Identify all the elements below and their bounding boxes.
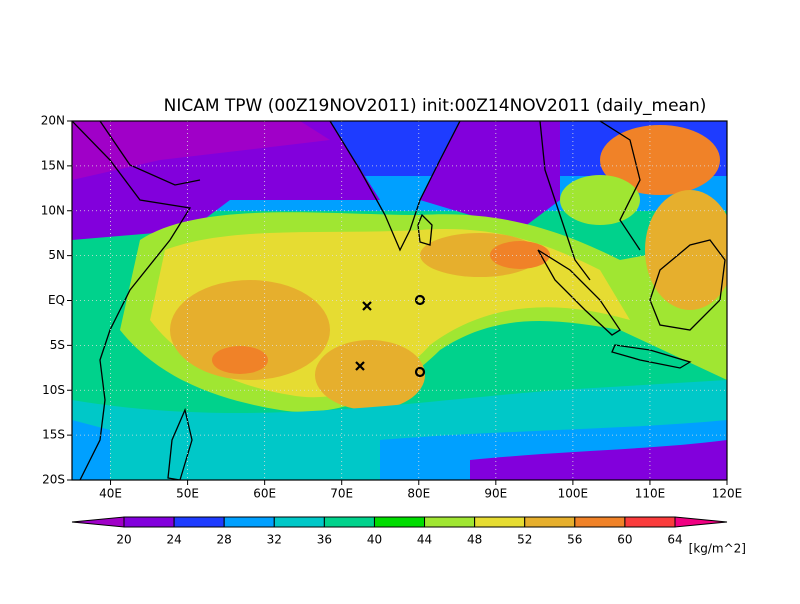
- colorbar-box: [223, 516, 275, 528]
- x-tick-label: 120E: [712, 487, 743, 501]
- colorbar-box: [524, 516, 576, 528]
- colorbar-box: [424, 516, 476, 528]
- title: NICAM TPW (00Z19NOV2011) init:00Z14NOV20…: [164, 96, 707, 116]
- colorbar-label: 48: [467, 533, 482, 547]
- colorbar-box: [323, 516, 375, 528]
- y-tick-label: 5S: [50, 338, 65, 352]
- x-tick-label: 110E: [635, 487, 666, 501]
- axes: 40E 50E 60E 70E 80E 90E 100E 110E 120E 20S 15S 10S 5…: [41, 114, 743, 501]
- y-tick-label: 20S: [42, 473, 65, 487]
- colorbar-label: 56: [567, 533, 582, 547]
- colorbar-box: [373, 516, 426, 528]
- colorbar-label: 52: [517, 533, 532, 547]
- x-tick-label: 80E: [407, 487, 430, 501]
- y-tick-label: 20N: [41, 114, 65, 128]
- colorbar-label: 64: [667, 533, 682, 547]
- y-tick-label: 10S: [42, 383, 65, 397]
- colorbar-box: [474, 516, 526, 528]
- y-tick-label: 15S: [42, 428, 65, 442]
- y-tick-label: 10N: [41, 203, 65, 217]
- colorbar-box: [574, 516, 626, 528]
- x-tick-label: 60E: [253, 487, 276, 501]
- x-tick-label: 90E: [484, 487, 507, 501]
- colorbar-label: 60: [617, 533, 632, 547]
- colorbar-triangle: [674, 516, 728, 528]
- y-tick-label: EQ: [48, 293, 65, 307]
- colorbar-box: [273, 516, 325, 528]
- x-tick-label: 50E: [176, 487, 199, 501]
- coastlines: [72, 121, 726, 480]
- colorbar-label: 24: [166, 533, 181, 547]
- colorbar-label: 20: [116, 533, 131, 547]
- map-frame: [71, 120, 728, 481]
- y-tick-label: 15N: [41, 158, 65, 172]
- colorbar-label: 28: [217, 533, 232, 547]
- x-tick-label: 70E: [330, 487, 353, 501]
- x-tick-label: 40E: [99, 487, 122, 501]
- tpw-field: [72, 121, 727, 480]
- x-tick-label: 100E: [558, 487, 589, 501]
- colorbar-triangle: [71, 516, 125, 528]
- colorbar-box: [123, 516, 175, 528]
- markers: [355, 294, 426, 378]
- colorbar-label: 44: [417, 533, 432, 547]
- colorbar-box: [173, 516, 225, 528]
- colorbar-label: 32: [267, 533, 282, 547]
- y-tick-label: 5N: [48, 248, 65, 262]
- colorbar-label: 36: [317, 533, 332, 547]
- colorbar-label: 40: [367, 533, 382, 547]
- colorbar-unit: [kg/m^2]: [689, 542, 746, 556]
- colorbar-box: [624, 516, 676, 528]
